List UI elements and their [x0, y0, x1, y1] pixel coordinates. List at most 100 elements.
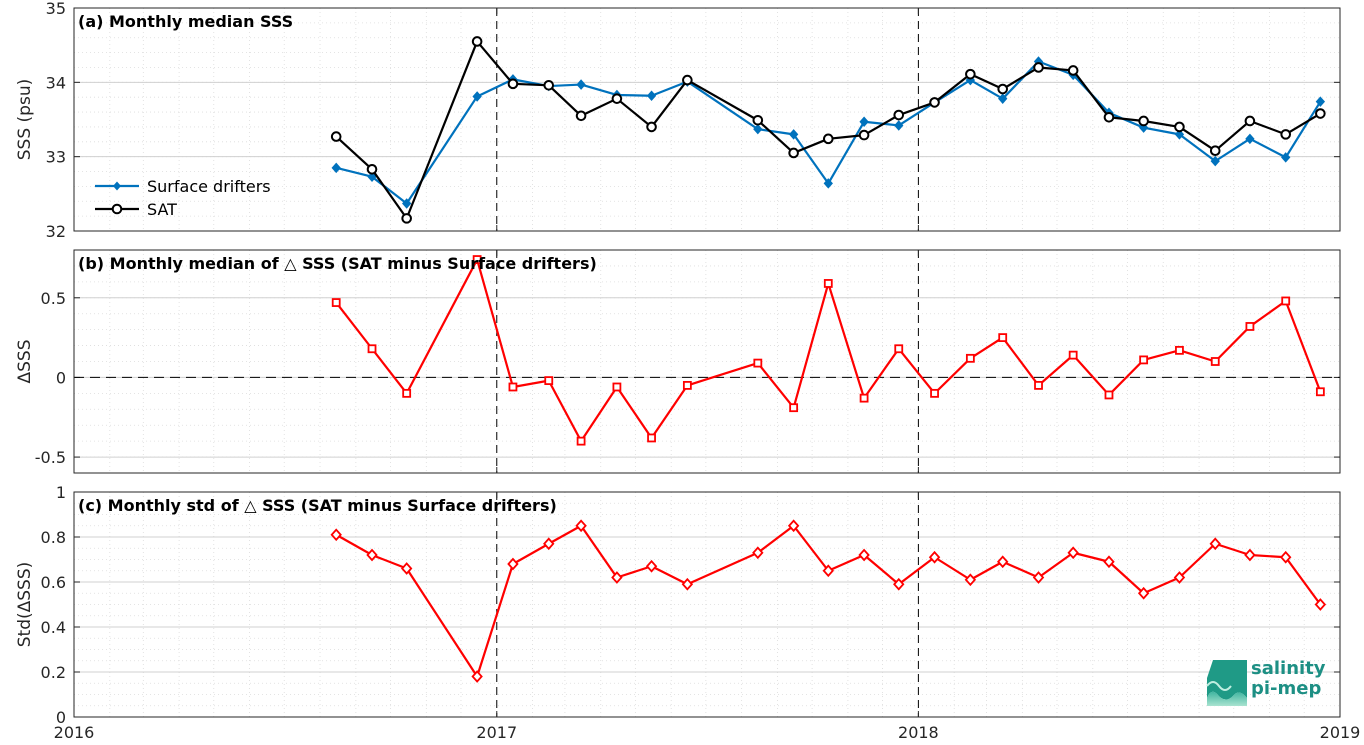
data-point [576, 79, 586, 90]
data-point [894, 344, 904, 354]
data-point [859, 393, 869, 403]
y-tick-label: 35 [46, 0, 66, 18]
salinity-pi-mep-logo: salinity pi-mep [1203, 656, 1333, 708]
data-point [1280, 129, 1292, 140]
data-point [929, 97, 940, 108]
data-point [1315, 387, 1325, 397]
data-point [1315, 108, 1326, 119]
x-tick-label: 2017 [476, 723, 517, 742]
data-point [544, 376, 554, 386]
data-point [964, 573, 977, 587]
data-point [330, 131, 342, 142]
data-point [367, 344, 377, 354]
data-point [1210, 155, 1220, 167]
data-point [894, 120, 904, 131]
y-tick-label: 0 [56, 368, 66, 387]
data-point [1314, 598, 1327, 611]
y-tick-label: 33 [46, 148, 66, 167]
data-point [823, 279, 833, 288]
data-point [789, 403, 799, 413]
data-point [576, 436, 586, 446]
data-point [1174, 129, 1185, 140]
data-point [611, 571, 623, 584]
data-point [753, 358, 763, 368]
data-point [331, 162, 341, 174]
y-axis-label: Std(ΔSSS) [15, 562, 35, 648]
data-point [575, 110, 587, 122]
data-point [858, 548, 870, 562]
data-point [752, 114, 764, 126]
y-tick-label: 34 [46, 73, 66, 92]
panel-title: (b) Monthly median of △ SSS (SAT minus S… [78, 254, 597, 273]
legend: Surface drifters SAT [95, 177, 271, 219]
data-point [402, 198, 412, 209]
data-point [965, 353, 975, 363]
data-point [787, 519, 800, 533]
data-point [682, 380, 692, 390]
y-axis-label: ΔSSS [15, 339, 35, 383]
axes-frame [73, 249, 1341, 474]
data-point [893, 109, 905, 121]
y-axis-label: SSS (psu) [15, 79, 35, 160]
data-point [471, 36, 483, 47]
data-point [996, 555, 1009, 569]
data-point [1175, 345, 1184, 355]
data-point [1281, 296, 1291, 306]
y-tick-label: 32 [46, 222, 66, 241]
data-point [1244, 115, 1256, 127]
data-point [472, 91, 482, 102]
legend-label: Surface drifters [147, 177, 271, 196]
data-point [858, 129, 870, 141]
data-point [752, 546, 764, 560]
data-point [1315, 96, 1326, 107]
data-point [1138, 115, 1149, 127]
data-point [998, 333, 1008, 343]
data-point [682, 74, 693, 86]
data-point [893, 577, 905, 591]
logo-wave-icon [1206, 660, 1247, 706]
data-point [1068, 350, 1078, 360]
data-point [366, 164, 378, 175]
data-point [646, 121, 657, 133]
data-point [1173, 571, 1186, 584]
series-line [335, 40, 1321, 220]
data-point [1032, 571, 1045, 584]
y-tick-label: 0.5 [41, 289, 66, 308]
data-point [400, 562, 413, 575]
y-tick-label: -0.5 [35, 448, 66, 467]
data-point [1139, 355, 1149, 365]
data-point [401, 213, 412, 224]
data-point [330, 528, 342, 542]
axes-frame [73, 491, 1341, 718]
data-point [543, 80, 555, 91]
data-point [822, 564, 834, 578]
data-point [472, 255, 482, 264]
data-point [1104, 390, 1114, 400]
data-point [788, 147, 799, 159]
data-point [646, 90, 657, 101]
data-point [1281, 152, 1291, 163]
x-tick-label: 2019 [1320, 723, 1361, 742]
data-point [507, 557, 519, 571]
data-point [965, 68, 976, 80]
data-point [402, 388, 412, 398]
data-point [997, 83, 1009, 95]
panel-b: -0.5 0 0.5 (b) Monthly median of △ SSS (SAT… [15, 249, 1341, 474]
data-point [575, 519, 587, 533]
legend-label: SAT [147, 200, 177, 219]
data-point [1034, 380, 1043, 390]
data-point [998, 93, 1008, 104]
data-point [1210, 357, 1220, 366]
data-point [1245, 322, 1255, 331]
data-point [366, 548, 378, 562]
y-tick-label: 1 [56, 483, 66, 502]
data-point [1209, 145, 1221, 157]
data-point [928, 550, 941, 564]
y-tick-label: 0.2 [41, 663, 66, 682]
panel-title: (c) Monthly std of △ SSS (SAT minus Surf… [78, 496, 557, 515]
data-point [1103, 111, 1115, 123]
data-point [507, 78, 519, 90]
panel-c: 0 0.2 0.4 0.6 0.8 1 (c) Monthly std of △ SSS (… [15, 483, 1360, 742]
data-point [647, 433, 656, 443]
data-point [612, 382, 622, 392]
